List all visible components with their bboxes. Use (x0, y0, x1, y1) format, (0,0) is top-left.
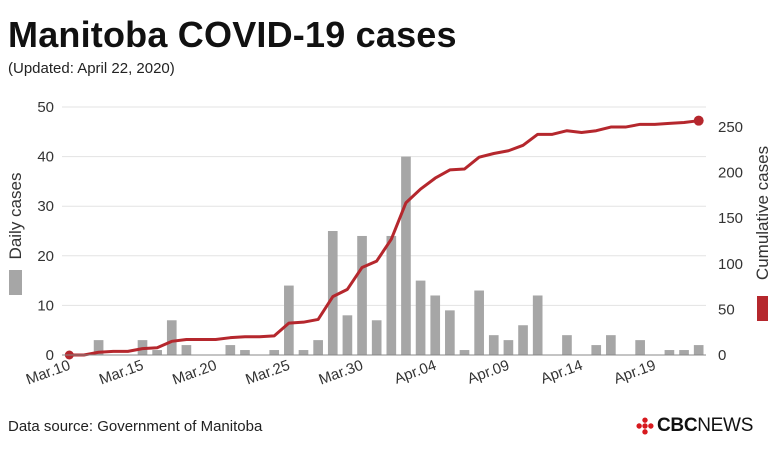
daily-cases-bar (298, 350, 309, 355)
left-y-tick-label: 40 (37, 149, 54, 166)
logo-news-text: NEWS (697, 415, 754, 436)
daily-cases-bar (474, 290, 484, 355)
daily-cases-bar (284, 285, 294, 355)
data-source-note: Data source: Government of Manitoba (8, 418, 263, 435)
daily-cases-bar (532, 295, 543, 355)
cumulative-cases-line-group (64, 115, 704, 360)
right-y-tick-label: 250 (718, 119, 743, 136)
daily-cases-bar (371, 320, 382, 355)
chart-subtitle: (Updated: April 22, 2020) (8, 60, 175, 77)
x-tick-label: Mar.15 (97, 357, 146, 389)
cumulative-end-point (693, 115, 704, 126)
daily-cases-bar (445, 310, 455, 355)
daily-cases-bar (181, 345, 192, 355)
daily-cases-bar (562, 335, 572, 355)
daily-cases-bar (430, 295, 441, 355)
daily-cases-bar (357, 235, 367, 355)
daily-cases-bar (518, 325, 528, 355)
logo-cbc-text: CBC (657, 415, 698, 436)
daily-cases-bar (225, 345, 236, 355)
daily-cases-bar (152, 350, 162, 355)
x-tick-label: Apr.14 (538, 357, 585, 388)
daily-cases-bar (606, 335, 616, 355)
right-y-tick-label: 100 (718, 256, 743, 273)
gridlines (62, 106, 706, 356)
daily-cases-bar (679, 350, 689, 355)
chart-title: Manitoba COVID-19 cases (8, 14, 457, 55)
daily-cases-bar (313, 340, 323, 355)
right-y-axis: 0 50 100 150 200 250 Cumulative cases (718, 119, 772, 364)
x-tick-label: Apr.09 (465, 357, 512, 388)
daily-cases-bar (591, 345, 602, 355)
x-axis: Mar.10 Mar.15 Mar.20 Mar.25 Mar.30 Apr.04 Apr.… (24, 354, 706, 389)
right-y-tick-label: 200 (718, 165, 743, 182)
daily-cases-bar (240, 350, 250, 355)
daily-cases-bar (503, 340, 514, 355)
x-tick-label: Mar.30 (317, 357, 366, 389)
left-y-tick-label: 50 (37, 99, 54, 116)
right-y-tick-label: 0 (718, 347, 726, 364)
left-y-axis: 0 10 20 30 40 50 Daily cases (6, 99, 54, 364)
right-y-tick-label: 150 (718, 210, 743, 227)
daily-cases-bar (401, 156, 411, 355)
cbc-news-logo: CBCNEWS (636, 414, 753, 438)
left-axis-title: Daily cases (6, 173, 25, 260)
cbc-gem-icon (636, 417, 654, 435)
daily-cases-bar (93, 340, 104, 355)
daily-cases-bar (269, 350, 280, 355)
daily-cases-legend-swatch (9, 270, 22, 295)
left-y-tick-label: 20 (37, 248, 54, 265)
daily-cases-bar (664, 350, 675, 355)
daily-cases-bar (166, 320, 177, 355)
daily-cases-bar (693, 345, 704, 355)
daily-cases-bar (459, 350, 470, 355)
daily-cases-bar (342, 315, 353, 355)
x-tick-label: Mar.25 (243, 357, 292, 389)
cumulative-cases-line (69, 119, 699, 357)
daily-cases-bar (635, 340, 645, 355)
right-axis-title: Cumulative cases (753, 146, 772, 280)
x-tick-label: Apr.19 (612, 357, 659, 388)
left-y-tick-label: 0 (46, 347, 54, 364)
daily-cases-bar (327, 231, 338, 355)
x-tick-label: Mar.20 (170, 357, 219, 389)
left-y-tick-label: 10 (37, 297, 54, 314)
right-y-tick-label: 50 (718, 301, 735, 318)
daily-cases-bar (488, 335, 499, 355)
cumulative-cases-legend-swatch (757, 296, 768, 321)
daily-cases-bar (386, 235, 397, 355)
x-tick-label: Apr.04 (392, 357, 439, 388)
left-y-tick-label: 30 (37, 198, 54, 215)
daily-cases-bar (415, 280, 426, 355)
